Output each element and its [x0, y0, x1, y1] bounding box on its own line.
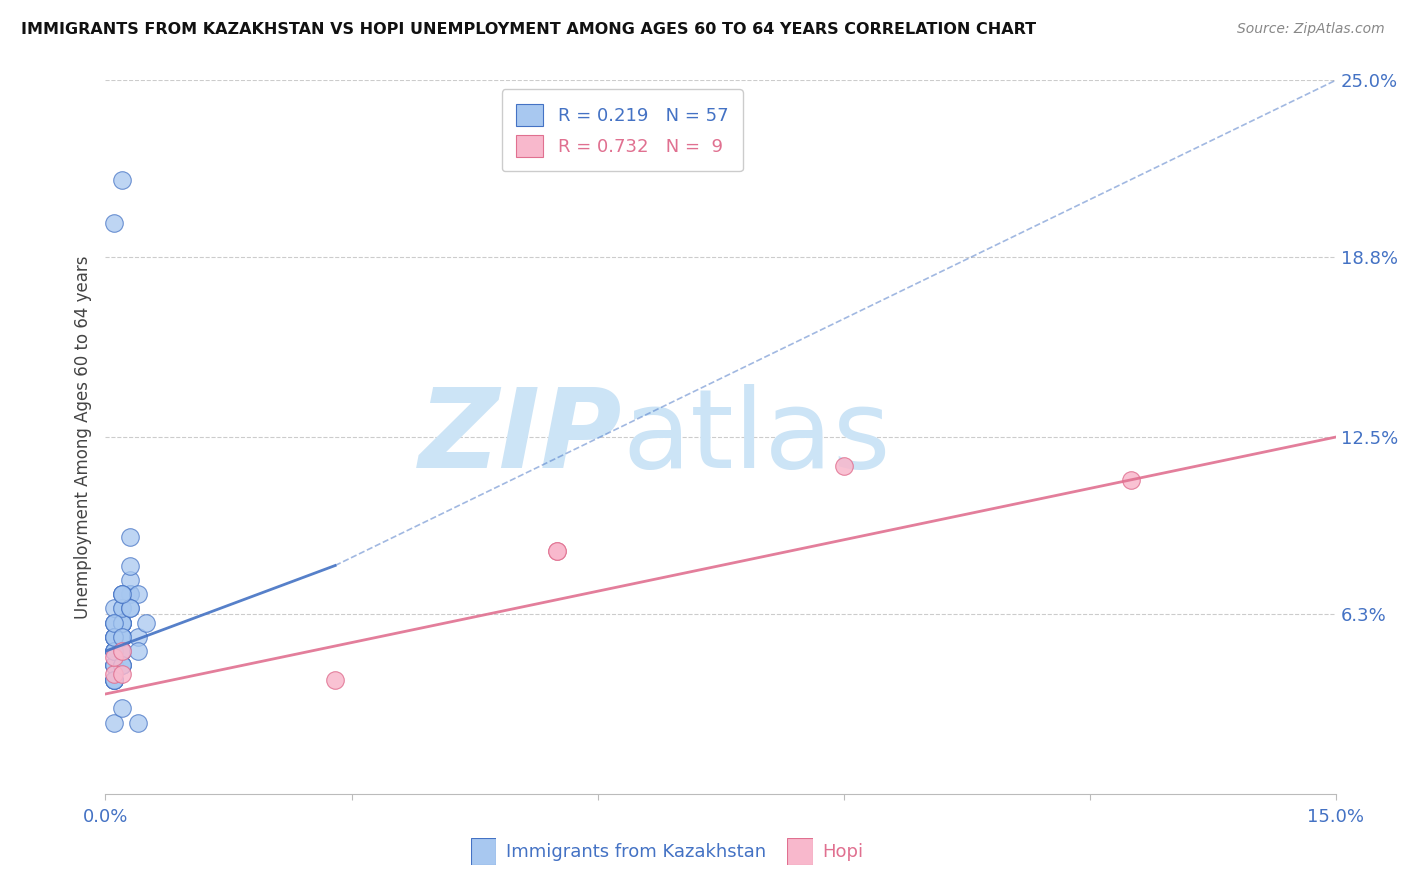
Point	[111, 587, 134, 601]
Point	[111, 615, 134, 630]
Point	[120, 530, 141, 544]
Point	[103, 644, 125, 658]
Point	[120, 587, 141, 601]
Legend: R = 0.219   N = 57, R = 0.732   N =  9: R = 0.219 N = 57, R = 0.732 N = 9	[502, 89, 742, 171]
Point	[103, 658, 125, 673]
Point	[103, 615, 125, 630]
Point	[111, 644, 134, 658]
Point	[111, 644, 134, 658]
Text: Immigrants from Kazakhstan: Immigrants from Kazakhstan	[506, 843, 766, 861]
Text: Source: ZipAtlas.com: Source: ZipAtlas.com	[1237, 22, 1385, 37]
Point	[120, 601, 141, 615]
Point	[103, 644, 125, 658]
Point	[111, 587, 134, 601]
Point	[103, 649, 125, 664]
Point	[103, 601, 125, 615]
Point	[103, 658, 125, 673]
Point	[120, 587, 141, 601]
Text: ZIP: ZIP	[419, 384, 621, 491]
Point	[103, 673, 125, 687]
Point	[111, 630, 134, 644]
Point	[103, 644, 125, 658]
Point	[127, 715, 149, 730]
Point	[103, 615, 125, 630]
Point	[111, 615, 134, 630]
Y-axis label: Unemployment Among Ages 60 to 64 years: Unemployment Among Ages 60 to 64 years	[73, 255, 91, 619]
Point	[103, 630, 125, 644]
Point	[103, 630, 125, 644]
Point	[111, 667, 134, 681]
Point	[103, 615, 125, 630]
Point	[103, 630, 125, 644]
Point	[111, 658, 134, 673]
Point	[1119, 473, 1142, 487]
Text: IMMIGRANTS FROM KAZAKHSTAN VS HOPI UNEMPLOYMENT AMONG AGES 60 TO 64 YEARS CORREL: IMMIGRANTS FROM KAZAKHSTAN VS HOPI UNEMP…	[21, 22, 1036, 37]
Point	[111, 644, 134, 658]
Point	[135, 615, 157, 630]
Point	[111, 630, 134, 644]
Point	[111, 587, 134, 601]
Point	[120, 601, 141, 615]
Point	[111, 601, 134, 615]
Point	[103, 673, 125, 687]
Point	[111, 701, 134, 715]
Point	[127, 630, 149, 644]
Point	[323, 673, 346, 687]
Point	[120, 573, 141, 587]
Point	[103, 667, 125, 681]
Point	[111, 644, 134, 658]
Point	[103, 673, 125, 687]
Point	[111, 630, 134, 644]
Point	[111, 173, 134, 187]
Point	[103, 673, 125, 687]
Point	[832, 458, 855, 473]
Point	[103, 630, 125, 644]
Point	[111, 601, 134, 615]
Point	[111, 658, 134, 673]
Point	[103, 644, 125, 658]
Point	[111, 615, 134, 630]
Point	[103, 216, 125, 230]
Text: Hopi: Hopi	[823, 843, 863, 861]
Point	[120, 558, 141, 573]
Point	[111, 601, 134, 615]
Point	[111, 658, 134, 673]
Point	[103, 715, 125, 730]
Point	[127, 644, 149, 658]
Point	[103, 658, 125, 673]
Point	[546, 544, 568, 558]
Point	[546, 544, 568, 558]
Text: atlas: atlas	[621, 384, 890, 491]
Point	[111, 615, 134, 630]
Point	[111, 615, 134, 630]
Point	[127, 587, 149, 601]
Point	[111, 630, 134, 644]
Point	[111, 630, 134, 644]
